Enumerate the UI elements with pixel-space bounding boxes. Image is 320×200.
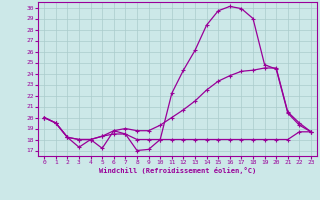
X-axis label: Windchill (Refroidissement éolien,°C): Windchill (Refroidissement éolien,°C) bbox=[99, 167, 256, 174]
